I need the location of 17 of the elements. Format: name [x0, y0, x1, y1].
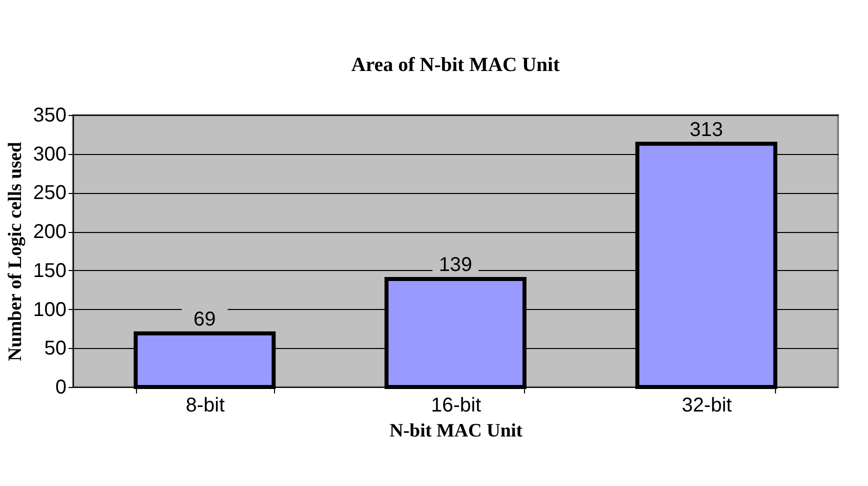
x-axis-title: N-bit MAC Unit [390, 420, 524, 442]
y-tick-label: 250 [33, 182, 66, 204]
y-tick-label: 300 [33, 143, 66, 166]
y-tick-label: 150 [33, 260, 66, 282]
data-label: 69 [194, 308, 216, 330]
x-tick-label: 16-bit [430, 394, 482, 416]
y-axis-title: Number of Logic cells used [5, 141, 26, 362]
x-tick-label: 8-bit [186, 394, 226, 416]
x-tick-label: 32-bit [682, 394, 732, 416]
y-tick-label: 200 [33, 221, 66, 244]
y-tick-label: 100 [33, 298, 66, 321]
data-label: 139 [438, 254, 472, 276]
y-tick-label: 350 [33, 104, 66, 126]
y-tick-label: 0 [55, 376, 66, 398]
data-label: 313 [690, 118, 724, 141]
chart-title: Area of N-bit MAC Unit [351, 54, 560, 76]
y-tick-label: 50 [44, 338, 66, 360]
